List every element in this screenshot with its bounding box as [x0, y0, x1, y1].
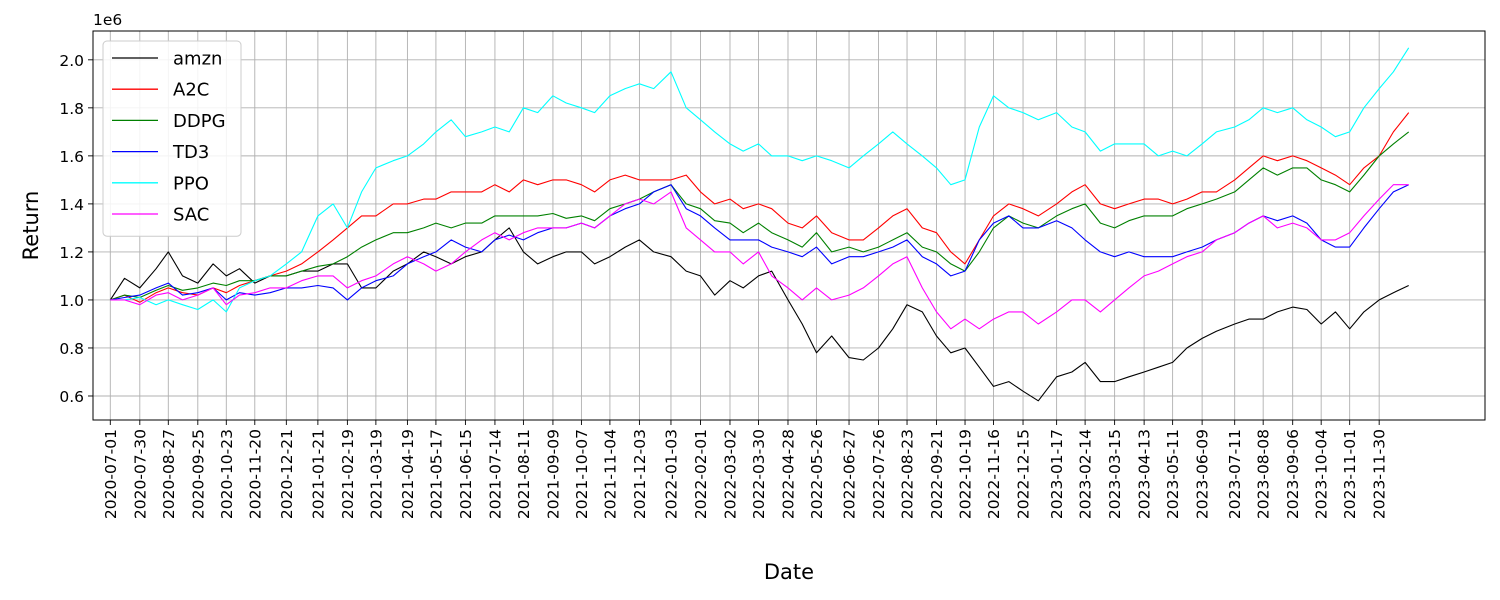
- x-tick-label: 2023-07-11: [1226, 429, 1244, 519]
- x-tick-label: 2021-08-11: [515, 429, 533, 519]
- series-line-a2c: [110, 112, 1410, 303]
- x-tick-label: 2021-05-17: [427, 429, 445, 519]
- x-axis-title: Date: [764, 560, 814, 584]
- x-tick-label: 2023-11-01: [1341, 429, 1359, 519]
- x-tick-label: 2023-01-17: [1048, 429, 1066, 519]
- x-tick-label: 2023-09-06: [1284, 429, 1302, 519]
- x-tick-label: 2023-04-13: [1136, 429, 1154, 519]
- x-tick-label: 2021-11-04: [601, 429, 619, 519]
- x-tick-label: 2021-06-15: [457, 429, 475, 519]
- y-tick-label: 1.6: [59, 148, 84, 166]
- x-tick-label: 2022-08-23: [899, 429, 917, 519]
- y-tick-label: 1.2: [59, 244, 84, 262]
- series-line-ppo: [110, 47, 1410, 313]
- x-tick-label: 2022-06-27: [841, 429, 859, 519]
- x-tick-label: 2022-02-01: [692, 429, 710, 519]
- y-axis-title: Return: [19, 191, 43, 261]
- x-tick-label: 2023-02-14: [1077, 429, 1095, 519]
- x-tick-label: 2020-12-21: [278, 429, 296, 519]
- x-tick-label: 2023-06-09: [1194, 429, 1212, 519]
- x-tick-label: 2021-09-09: [544, 429, 562, 519]
- x-axis-ticks: 2020-07-01 2020-07-30 2020-08-27 2020-09-25…: [102, 420, 1389, 519]
- x-tick-label: 2020-07-30: [131, 429, 149, 519]
- x-tick-label: 2022-09-21: [928, 429, 946, 519]
- x-tick-label: 2020-08-27: [160, 429, 178, 519]
- y-tick-label: 1.0: [59, 292, 84, 310]
- legend-label-td3: TD3: [172, 142, 209, 163]
- x-tick-label: 2020-09-25: [189, 429, 207, 519]
- x-tick-label: 2021-12-03: [631, 429, 649, 519]
- series-line-sac: [110, 184, 1409, 330]
- x-tick-label: 2022-04-28: [779, 429, 797, 519]
- x-tick-label: 2022-07-26: [870, 429, 888, 519]
- y-tick-label: 0.6: [59, 388, 84, 406]
- series-lines: [109, 47, 1410, 402]
- x-tick-label: 2021-03-19: [367, 429, 385, 519]
- y-tick-label: 2.0: [59, 52, 84, 70]
- y-tick-label: 0.8: [59, 340, 84, 358]
- x-tick-label: 2021-10-07: [573, 429, 591, 519]
- legend: amzn A2C DDPG TD3 PPO SAC: [102, 40, 242, 237]
- x-tick-label: 2022-12-15: [1015, 429, 1033, 519]
- x-tick-label: 2020-11-20: [246, 429, 264, 519]
- x-tick-label: 2021-02-19: [339, 429, 357, 519]
- plot-frame: [92, 30, 1486, 421]
- legend-label-ddpg: DDPG: [173, 111, 226, 132]
- x-tick-label: 2022-05-26: [808, 429, 826, 519]
- legend-label-ppo: PPO: [173, 173, 209, 194]
- x-tick-label: 2022-03-02: [721, 429, 739, 519]
- x-tick-label: 2021-01-21: [309, 429, 327, 519]
- y-axis-ticks: 0.6 0.8 1.0 1.2 1.4 1.6 1.8 2.0: [59, 52, 93, 406]
- x-tick-label: 2023-03-15: [1106, 429, 1124, 519]
- series-line-amzn: [109, 227, 1409, 402]
- legend-box: [102, 40, 242, 237]
- legend-label-amzn: amzn: [173, 49, 222, 70]
- x-tick-label: 2023-08-08: [1255, 429, 1273, 519]
- legend-label-a2c: A2C: [173, 80, 209, 101]
- series-line-td3: [110, 184, 1409, 301]
- x-tick-label: 2023-10-04: [1313, 429, 1331, 519]
- x-tick-label: 2023-11-30: [1371, 429, 1389, 519]
- x-tick-label: 2020-10-23: [218, 429, 236, 519]
- y-axis-offset-label: 1e6: [93, 11, 122, 29]
- series-line-ddpg: [110, 131, 1410, 301]
- x-tick-label: 2021-04-19: [399, 429, 417, 519]
- y-tick-label: 1.8: [59, 100, 84, 118]
- x-tick-label: 2021-07-14: [486, 429, 504, 519]
- x-tick-label: 2022-10-19: [957, 429, 975, 519]
- legend-label-sac: SAC: [173, 205, 209, 226]
- x-tick-label: 2022-01-03: [662, 429, 680, 519]
- x-tick-label: 2022-11-16: [985, 429, 1003, 519]
- x-tick-label: 2022-03-30: [750, 429, 768, 519]
- y-tick-label: 1.4: [59, 196, 84, 214]
- x-tick-label: 2023-05-11: [1164, 429, 1182, 519]
- x-tick-label: 2020-07-01: [102, 429, 120, 519]
